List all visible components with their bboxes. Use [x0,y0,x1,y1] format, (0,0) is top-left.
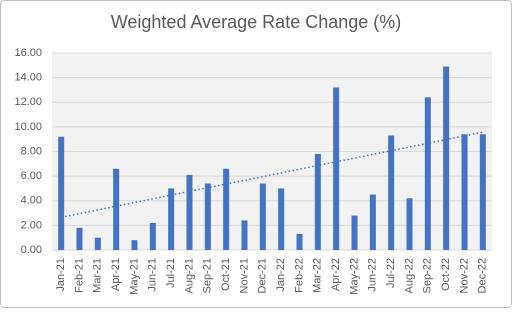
bar [296,233,303,250]
x-tick-label: May-21 [128,258,140,295]
x-tick-label: Jul-21 [165,258,177,288]
x-tick-label: Apr-21 [110,258,122,291]
bar [149,222,156,250]
x-tick-label: Jan-21 [55,258,67,292]
bar [314,153,321,250]
bar [168,188,175,250]
y-tick-label: 10.00 [14,121,42,133]
x-tick-label: Nov-22 [458,258,470,293]
x-tick-label: Nov-21 [238,258,250,293]
x-tick-label: Feb-22 [293,258,305,293]
x-tick-label: Jan-22 [275,258,287,292]
x-tick-label: Jun-22 [367,258,379,292]
y-tick-label: 4.00 [21,195,42,207]
bar [424,97,431,250]
x-tick-label: Mar-21 [92,258,104,293]
bar [333,87,340,250]
y-tick-label: 6.00 [21,170,42,182]
x-tick-label: Dec-21 [257,258,269,293]
bar [186,174,193,250]
y-tick-label: 8.00 [21,145,42,157]
bar [388,135,395,250]
bar [443,66,450,250]
bar [241,220,248,250]
x-tick-label: Feb-21 [73,258,85,293]
x-tick-label: May-22 [348,258,360,295]
bar [351,215,358,250]
x-tick-label: Mar-22 [312,258,324,293]
bar [76,227,83,250]
bar [259,183,266,250]
x-tick-label: Dec-22 [477,258,489,293]
x-tick-label: Apr-22 [330,258,342,291]
x-tick-label: Oct-22 [440,258,452,291]
bar [58,136,65,250]
x-tick-label: Jul-22 [385,258,397,288]
y-tick-label: 0.00 [21,244,42,256]
bar [479,134,486,250]
y-tick-label: 14.00 [14,72,42,84]
bar [131,240,138,250]
x-tick-label: Aug-22 [403,258,415,293]
y-tick-label: 16.00 [14,47,42,59]
x-tick-label: Sep-21 [202,258,214,293]
x-tick-label: Oct-21 [220,258,232,291]
bar [223,168,230,250]
bar [369,194,376,250]
bar [94,237,101,250]
y-tick-label: 2.00 [21,219,42,231]
bar [278,188,285,250]
x-tick-label: Aug-21 [183,258,195,293]
bar [461,134,468,250]
x-tick-label: Sep-22 [422,258,434,293]
x-tick-label: Jun-21 [147,258,159,292]
y-tick-label: 12.00 [14,96,42,108]
chart-title: Weighted Average Rate Change (%) [111,12,402,32]
bar [113,168,120,250]
bar [406,198,413,250]
bar [204,183,211,250]
